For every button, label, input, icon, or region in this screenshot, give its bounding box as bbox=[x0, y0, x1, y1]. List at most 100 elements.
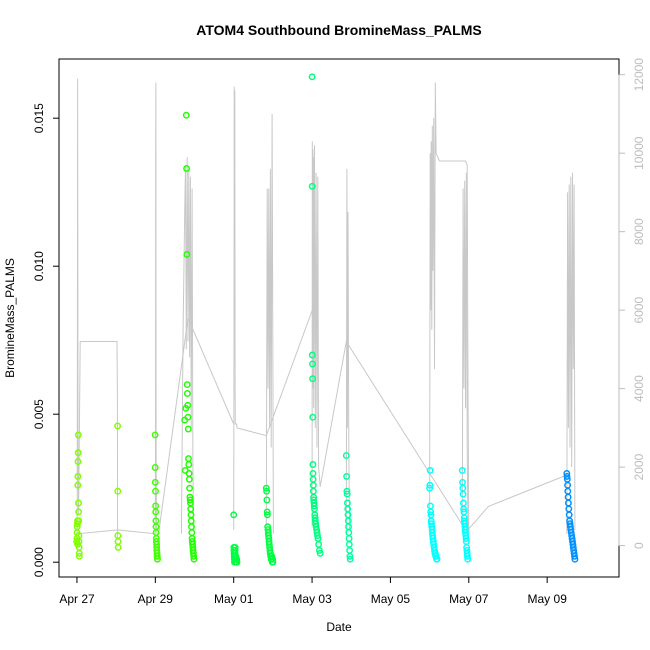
data-point bbox=[152, 517, 160, 525]
data-point bbox=[426, 502, 434, 510]
data-point bbox=[345, 540, 353, 548]
x-tick-label: May 07 bbox=[449, 592, 489, 606]
data-point bbox=[183, 250, 191, 258]
data-point bbox=[346, 555, 354, 563]
data-point bbox=[343, 487, 351, 495]
data-point bbox=[309, 413, 317, 421]
transit-line bbox=[158, 316, 235, 534]
data-point bbox=[343, 472, 351, 480]
data-point bbox=[459, 490, 467, 498]
data-point bbox=[190, 555, 198, 563]
data-point bbox=[152, 487, 159, 495]
right-y-tick-label: 0 bbox=[632, 542, 646, 549]
data-point bbox=[74, 472, 82, 480]
data-point bbox=[309, 487, 317, 495]
y-axis-right: 0 2000 4000 6000 8000 10000 12000 bbox=[618, 58, 646, 549]
data-point bbox=[75, 499, 82, 507]
data-point bbox=[309, 360, 316, 368]
data-point bbox=[186, 496, 194, 504]
data-point bbox=[269, 555, 277, 563]
data-point bbox=[571, 555, 579, 563]
x-tick-label: May 05 bbox=[371, 592, 411, 606]
data-point bbox=[345, 529, 353, 537]
data-point bbox=[464, 555, 472, 563]
data-point bbox=[346, 552, 354, 560]
data-point bbox=[346, 546, 354, 554]
right-y-tick-label: 6000 bbox=[632, 297, 646, 324]
altitude-trace bbox=[311, 141, 321, 527]
data-point bbox=[315, 546, 323, 554]
altitude-trace bbox=[265, 113, 274, 534]
data-point bbox=[190, 552, 198, 560]
data-point bbox=[183, 381, 191, 389]
altitude-trace bbox=[345, 168, 351, 534]
data-point bbox=[114, 422, 122, 430]
data-point bbox=[263, 487, 271, 495]
data-point bbox=[426, 466, 434, 474]
data-point bbox=[231, 543, 239, 551]
data-point bbox=[183, 390, 191, 397]
data-point bbox=[152, 529, 160, 537]
data-point bbox=[184, 401, 192, 409]
data-point bbox=[343, 490, 351, 498]
data-point bbox=[309, 469, 317, 477]
y-axis-label: BromineMass_PALMS bbox=[3, 258, 17, 378]
right-y-tick-label: 10000 bbox=[632, 136, 646, 170]
right-y-tick-label: 8000 bbox=[632, 218, 646, 245]
data-point bbox=[431, 549, 439, 557]
transit-line bbox=[319, 340, 466, 531]
altitude-lines bbox=[76, 78, 576, 538]
data-point bbox=[152, 508, 160, 516]
data-point bbox=[185, 475, 193, 483]
data-point bbox=[114, 487, 122, 495]
data-point bbox=[74, 481, 82, 489]
data-point bbox=[184, 413, 192, 421]
data-point bbox=[315, 540, 323, 548]
data-point bbox=[433, 555, 441, 563]
x-tick-label: May 03 bbox=[292, 592, 332, 606]
x-axis: Apr 27 Apr 29 May 01 May 03 May 05 May 07 May … bbox=[59, 577, 567, 606]
data-point bbox=[309, 461, 317, 468]
data-point bbox=[463, 552, 471, 560]
data-point bbox=[564, 493, 572, 501]
data-point bbox=[310, 502, 318, 510]
data-point bbox=[314, 532, 321, 540]
data-point bbox=[345, 535, 353, 542]
data-point bbox=[309, 475, 317, 483]
data-point bbox=[74, 458, 82, 466]
y-axis-left: 0.000 0.005 0.010 0.015 bbox=[32, 103, 59, 577]
right-y-tick-label: 2000 bbox=[632, 453, 646, 480]
data-point bbox=[459, 499, 467, 507]
data-point bbox=[426, 481, 434, 489]
x-tick-label: May 01 bbox=[214, 592, 254, 606]
data-point bbox=[564, 481, 572, 489]
data-point bbox=[233, 558, 241, 566]
data-point bbox=[462, 535, 470, 542]
data-point bbox=[151, 478, 159, 486]
data-point bbox=[564, 487, 572, 495]
data-point bbox=[151, 464, 159, 471]
data-point bbox=[263, 508, 271, 516]
chart-title: ATOM4 Southbound BromineMass_PALMS bbox=[196, 22, 481, 38]
data-point bbox=[309, 481, 317, 489]
x-axis-label: Date bbox=[326, 620, 352, 634]
data-point bbox=[230, 511, 238, 519]
altitude-trace bbox=[154, 82, 159, 535]
data-point bbox=[460, 505, 468, 513]
transit-line bbox=[236, 306, 315, 437]
data-point bbox=[571, 552, 578, 560]
x-tick-label: May 09 bbox=[528, 592, 568, 606]
data-point bbox=[187, 505, 195, 513]
altitude-trace bbox=[566, 172, 576, 534]
altitude-trace bbox=[461, 172, 469, 534]
y-tick-label: 0.005 bbox=[32, 399, 46, 429]
data-point bbox=[426, 484, 434, 492]
data-point bbox=[309, 375, 317, 383]
data-point bbox=[75, 508, 83, 516]
data-point bbox=[153, 552, 161, 560]
data-point bbox=[114, 538, 122, 545]
data-point bbox=[114, 543, 122, 551]
data-point bbox=[75, 549, 83, 557]
data-point bbox=[185, 461, 193, 468]
